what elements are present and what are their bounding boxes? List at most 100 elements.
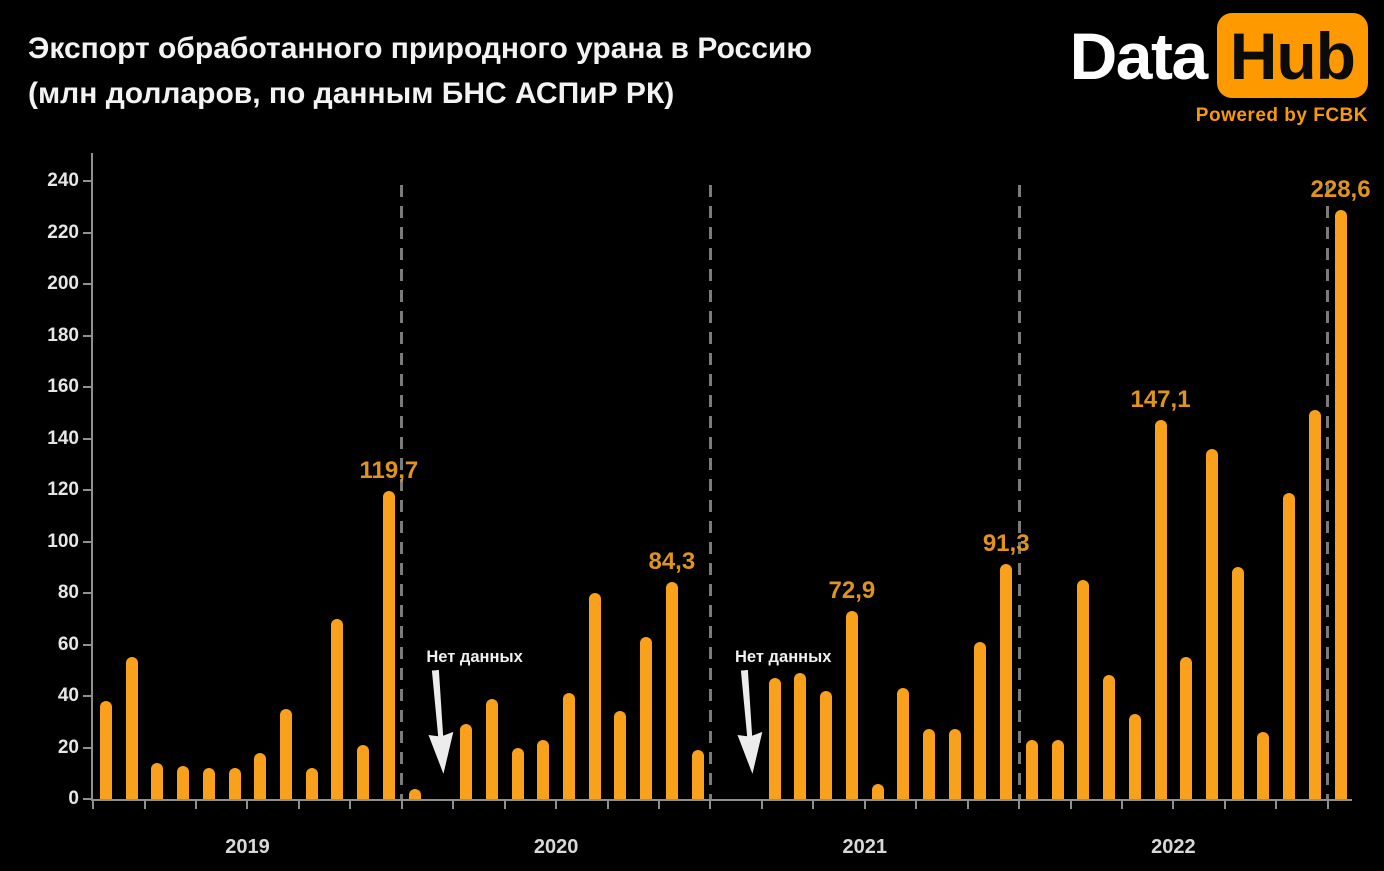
bar xyxy=(1334,210,1347,799)
x-axis-tick xyxy=(1018,801,1021,809)
y-axis-tick-label: 220 xyxy=(47,221,79,243)
bar xyxy=(151,762,164,799)
datahub-logo: Data Hub Powered by FCBK xyxy=(1070,13,1368,127)
bar xyxy=(640,636,653,799)
bar xyxy=(1308,410,1321,799)
bar xyxy=(331,618,344,799)
x-axis-tick xyxy=(92,801,95,809)
no-data-label: Нет данных xyxy=(426,648,523,666)
y-axis-tick-label: 140 xyxy=(47,427,79,449)
year-separator-line xyxy=(1017,185,1021,799)
y-axis-line xyxy=(91,153,93,801)
bar xyxy=(614,711,627,799)
x-axis-year-label: 2021 xyxy=(842,836,887,858)
x-axis-tick xyxy=(606,801,609,809)
bar xyxy=(820,690,833,799)
x-axis-tick xyxy=(143,801,146,809)
y-axis-tick xyxy=(83,592,91,594)
bar-value-label: 228,6 xyxy=(1310,176,1371,204)
bar xyxy=(1000,563,1013,799)
bar xyxy=(562,693,575,799)
y-axis-tick xyxy=(83,695,91,697)
x-axis-year-label: 2020 xyxy=(533,836,579,858)
x-axis-tick xyxy=(812,801,815,809)
x-axis-tick xyxy=(400,801,403,809)
y-axis-tick-label: 80 xyxy=(57,582,79,603)
y-axis-tick-label: 160 xyxy=(47,376,79,397)
y-axis-tick-label: 60 xyxy=(57,633,79,655)
x-axis-tick xyxy=(297,801,300,809)
x-axis-tick xyxy=(195,801,198,809)
x-axis-tick xyxy=(246,801,249,809)
y-axis-tick xyxy=(83,540,91,543)
bar xyxy=(897,688,910,799)
y-axis-tick xyxy=(83,643,91,646)
bar xyxy=(1077,580,1090,799)
x-axis-tick xyxy=(1172,801,1175,809)
bar xyxy=(794,672,807,799)
no-data-arrow xyxy=(421,669,460,777)
x-axis-tick xyxy=(863,801,866,809)
y-axis-tick-label: 200 xyxy=(47,273,79,294)
y-axis-tick-label: 20 xyxy=(57,736,79,758)
bar xyxy=(254,752,267,799)
y-axis-tick xyxy=(83,489,91,491)
bar xyxy=(845,611,858,799)
x-axis-tick xyxy=(1223,801,1226,809)
y-axis-tick-label: 240 xyxy=(47,170,79,191)
bar xyxy=(100,701,112,799)
x-axis-tick xyxy=(760,801,763,809)
bar xyxy=(691,750,704,799)
bar xyxy=(923,729,936,799)
x-axis-line xyxy=(91,799,1352,801)
down-arrow-icon xyxy=(737,669,763,774)
y-axis-tick xyxy=(83,798,91,800)
y-axis-tick-label: 0 xyxy=(68,788,79,809)
y-axis-tick-label: 120 xyxy=(47,479,79,500)
bar xyxy=(1025,739,1038,799)
y-axis-tick-label: 100 xyxy=(47,530,79,552)
bar xyxy=(1128,714,1141,799)
x-axis-tick xyxy=(503,801,506,809)
year-separator-line xyxy=(1326,185,1330,799)
no-data-arrow xyxy=(729,669,768,777)
logo-text-data: Data xyxy=(1069,18,1209,93)
y-axis-tick xyxy=(83,180,91,182)
x-axis-tick xyxy=(966,801,969,809)
y-axis-tick-label: 180 xyxy=(47,324,79,346)
y-axis-tick xyxy=(83,334,91,337)
x-axis-tick xyxy=(657,801,660,809)
year-separator-line xyxy=(708,185,712,799)
bar xyxy=(1257,732,1270,799)
bar-value-label: 84,3 xyxy=(648,547,696,575)
x-axis-tick xyxy=(1326,801,1329,809)
bar xyxy=(357,744,370,799)
bar xyxy=(871,783,884,799)
bar xyxy=(485,698,498,799)
bar xyxy=(665,581,678,799)
bar xyxy=(177,765,190,799)
x-axis-tick xyxy=(1275,801,1278,809)
down-arrow-icon xyxy=(428,669,454,774)
x-axis-tick xyxy=(1120,801,1123,809)
logo-text-hub: Hub xyxy=(1229,18,1356,93)
bar xyxy=(408,788,421,799)
bar-value-label: 91,3 xyxy=(982,529,1030,557)
bar xyxy=(974,641,987,799)
bar xyxy=(537,739,550,799)
bar xyxy=(948,729,961,799)
y-axis-tick xyxy=(83,231,91,234)
bar xyxy=(125,657,138,799)
bar-value-label: 119,7 xyxy=(359,456,419,484)
bar xyxy=(588,593,601,799)
bar xyxy=(1180,657,1193,799)
bar xyxy=(1205,448,1218,799)
bar xyxy=(1103,675,1116,799)
y-axis-tick xyxy=(83,386,91,388)
logo-tagline: Powered by FCBK xyxy=(1195,105,1368,126)
year-separator-line xyxy=(400,185,404,799)
bar xyxy=(1051,739,1064,799)
x-axis-year-label: 2022 xyxy=(1151,836,1196,858)
